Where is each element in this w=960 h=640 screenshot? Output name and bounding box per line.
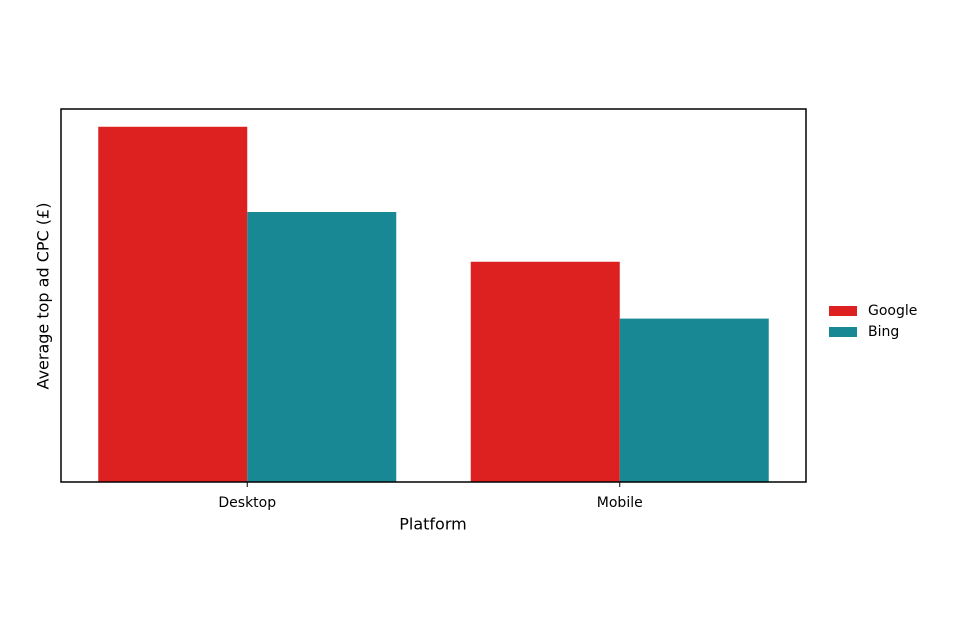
x-tick-label: Desktop bbox=[218, 495, 276, 511]
legend-swatch bbox=[829, 306, 857, 316]
bar bbox=[619, 318, 769, 482]
x-axis-label: Platform bbox=[399, 515, 466, 534]
y-axis-label: Average top ad CPC (£) bbox=[34, 203, 53, 390]
x-tick-label: Mobile bbox=[597, 495, 643, 511]
legend-swatch bbox=[829, 327, 857, 337]
legend-label: Bing bbox=[868, 324, 899, 340]
bar bbox=[247, 212, 397, 482]
bar bbox=[98, 126, 248, 482]
bar bbox=[470, 261, 620, 482]
legend-label: Google bbox=[868, 303, 917, 319]
plot-frame bbox=[60, 108, 807, 483]
